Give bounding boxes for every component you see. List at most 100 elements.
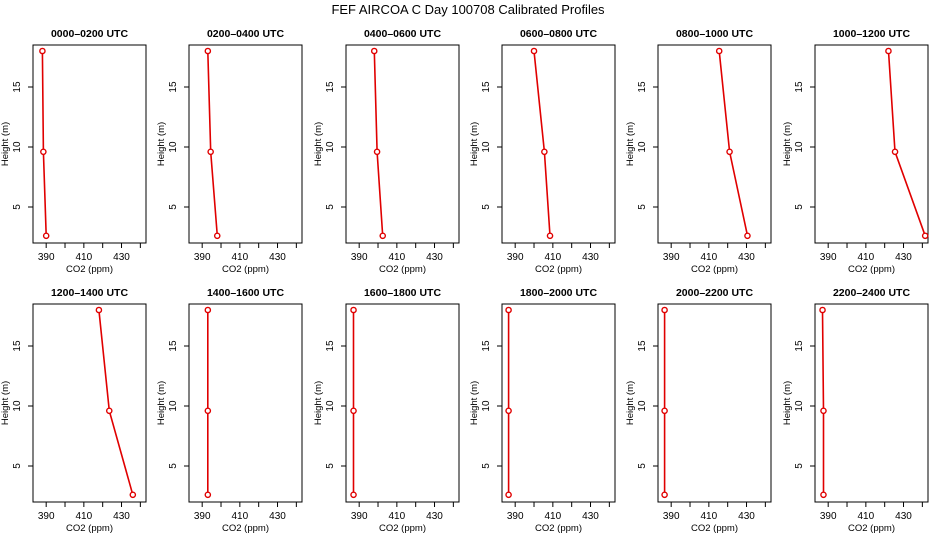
co2-profile-line xyxy=(533,50,551,236)
plot-frame xyxy=(345,303,460,503)
y-tick-label: 15 xyxy=(637,340,648,352)
y-tick-label: 10 xyxy=(12,400,23,412)
x-tick-label: 390 xyxy=(820,252,837,263)
panel-2: 0200–0400 UTC 390 410 430 5 10 15 CO2 (ppm) Heig… xyxy=(156,28,303,275)
co2-profile-line xyxy=(718,50,749,236)
x-axis-label: CO2 (ppm) xyxy=(535,523,582,534)
x-tick-label: 430 xyxy=(895,511,912,522)
x-tick-label: 410 xyxy=(232,252,249,263)
panel-10: 1800–2000 UTC 390 410 430 5 10 15 CO2 (ppm) Heig… xyxy=(469,287,616,534)
co2-profile-line xyxy=(887,50,926,237)
x-tick-label: 410 xyxy=(76,511,93,522)
x-tick-label: 430 xyxy=(426,511,443,522)
co2-point xyxy=(105,407,113,415)
x-tick-label: 410 xyxy=(701,252,718,263)
panel-4: 0600–0800 UTC 390 410 430 5 10 15 CO2 (ppm) Heig… xyxy=(469,28,616,275)
x-tick-label: 410 xyxy=(701,511,718,522)
y-tick-label: 5 xyxy=(168,463,179,469)
x-tick-label: 430 xyxy=(269,511,286,522)
panel-12: 2200–2400 UTC 390 410 430 5 10 15 CO2 (ppm) Heig… xyxy=(782,287,929,534)
y-axis-label: Height (m) xyxy=(0,381,11,425)
co2-point xyxy=(370,47,378,55)
y-axis-label: Height (m) xyxy=(625,381,636,425)
y-tick-label: 5 xyxy=(637,463,648,469)
x-axis-label: CO2 (ppm) xyxy=(848,264,895,275)
co2-point xyxy=(350,306,357,314)
co2-point xyxy=(661,306,668,314)
panel-title: 0800–1000 UTC xyxy=(676,28,753,40)
panel-grid: 0000–0200 UTC 390 410 430 5 10 15 CO2 (ppm) Heig… xyxy=(0,28,929,534)
y-tick-label: 15 xyxy=(481,340,492,352)
panel-title: 1400–1600 UTC xyxy=(207,287,284,299)
y-axis-label: Height (m) xyxy=(0,122,11,166)
y-axis-label: Height (m) xyxy=(469,381,480,425)
co2-point xyxy=(546,232,554,240)
co2-point xyxy=(204,306,212,314)
y-axis-label: Height (m) xyxy=(469,122,480,166)
co2-point xyxy=(819,306,826,314)
x-tick-label: 410 xyxy=(858,252,875,263)
x-tick-label: 390 xyxy=(38,511,55,522)
x-tick-label: 390 xyxy=(507,511,524,522)
x-axis-label: CO2 (ppm) xyxy=(222,264,269,275)
co2-point xyxy=(505,306,512,314)
y-tick-label: 10 xyxy=(12,141,23,153)
y-tick-label: 10 xyxy=(794,141,805,153)
panel-title: 0600–0800 UTC xyxy=(520,28,597,40)
y-tick-label: 15 xyxy=(325,81,336,93)
co2-point xyxy=(530,47,538,55)
y-axis-label: Height (m) xyxy=(313,122,324,166)
y-tick-label: 5 xyxy=(325,463,336,469)
y-tick-label: 15 xyxy=(637,81,648,93)
co2-point xyxy=(95,306,103,314)
y-tick-label: 10 xyxy=(637,141,648,153)
plot-frame xyxy=(501,303,616,503)
plot-frame xyxy=(814,44,929,244)
co2-point xyxy=(541,148,548,156)
x-tick-label: 430 xyxy=(895,252,912,263)
x-axis-label: CO2 (ppm) xyxy=(691,523,738,534)
panel-6: 1000–1200 UTC 390 410 430 5 10 15 CO2 (ppm) Heig… xyxy=(782,28,929,275)
plot-frame xyxy=(657,303,772,503)
y-axis-label: Height (m) xyxy=(156,381,167,425)
panel-title: 2200–2400 UTC xyxy=(833,287,910,299)
panel-title: 1800–2000 UTC xyxy=(520,287,597,299)
x-tick-label: 390 xyxy=(194,511,211,522)
y-axis-label: Height (m) xyxy=(313,381,324,425)
x-tick-label: 410 xyxy=(389,511,406,522)
y-tick-label: 10 xyxy=(794,400,805,412)
panel-title: 1000–1200 UTC xyxy=(833,28,910,40)
x-tick-label: 390 xyxy=(351,252,368,263)
x-tick-label: 430 xyxy=(113,511,130,522)
y-tick-label: 10 xyxy=(481,141,492,153)
x-tick-label: 430 xyxy=(582,252,599,263)
co2-point xyxy=(891,148,899,156)
co2-point xyxy=(505,491,512,499)
x-tick-label: 430 xyxy=(426,252,443,263)
x-tick-label: 410 xyxy=(545,252,562,263)
x-tick-label: 410 xyxy=(76,252,93,263)
co2-point xyxy=(885,47,892,55)
y-tick-label: 15 xyxy=(325,340,336,352)
plot-frame xyxy=(501,44,616,244)
co2-point xyxy=(373,148,381,156)
y-tick-label: 15 xyxy=(794,340,805,352)
y-tick-label: 5 xyxy=(325,204,336,210)
x-tick-label: 390 xyxy=(507,252,524,263)
y-tick-label: 10 xyxy=(481,400,492,412)
x-tick-label: 430 xyxy=(738,511,755,522)
x-axis-label: CO2 (ppm) xyxy=(535,264,582,275)
x-tick-label: 430 xyxy=(738,252,755,263)
y-tick-label: 15 xyxy=(12,81,23,93)
y-tick-label: 5 xyxy=(637,204,648,210)
x-tick-label: 390 xyxy=(663,252,680,263)
co2-point xyxy=(505,407,512,415)
x-axis-label: CO2 (ppm) xyxy=(691,264,738,275)
panel-title: 1200–1400 UTC xyxy=(51,287,128,299)
panel-title: 1600–1800 UTC xyxy=(364,287,441,299)
panel-5: 0800–1000 UTC 390 410 430 5 10 15 CO2 (ppm) Heig… xyxy=(625,28,772,275)
x-axis-label: CO2 (ppm) xyxy=(848,523,895,534)
y-tick-label: 15 xyxy=(12,340,23,352)
co2-point xyxy=(726,148,733,156)
